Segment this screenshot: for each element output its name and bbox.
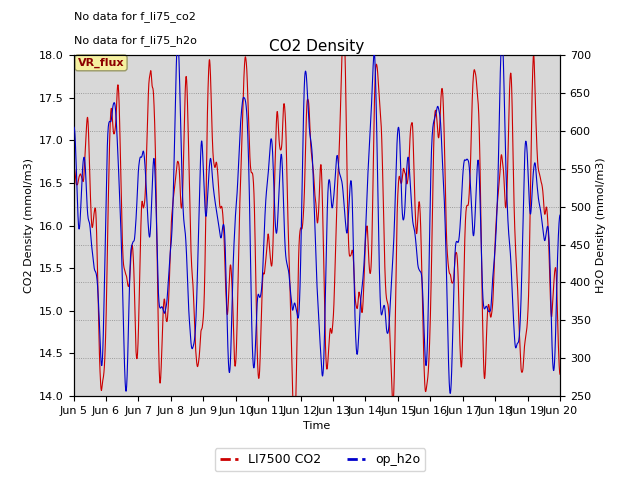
Text: VR_flux: VR_flux xyxy=(78,58,124,68)
Legend: LI7500 CO2, op_h2o: LI7500 CO2, op_h2o xyxy=(214,448,426,471)
Text: No data for f_li75_co2: No data for f_li75_co2 xyxy=(74,11,195,22)
Y-axis label: H2O Density (mmol/m3): H2O Density (mmol/m3) xyxy=(596,158,607,293)
Text: No data for f_li75_h2o: No data for f_li75_h2o xyxy=(74,35,196,46)
Y-axis label: CO2 Density (mmol/m3): CO2 Density (mmol/m3) xyxy=(24,158,33,293)
Title: CO2 Density: CO2 Density xyxy=(269,39,364,54)
X-axis label: Time: Time xyxy=(303,421,330,431)
